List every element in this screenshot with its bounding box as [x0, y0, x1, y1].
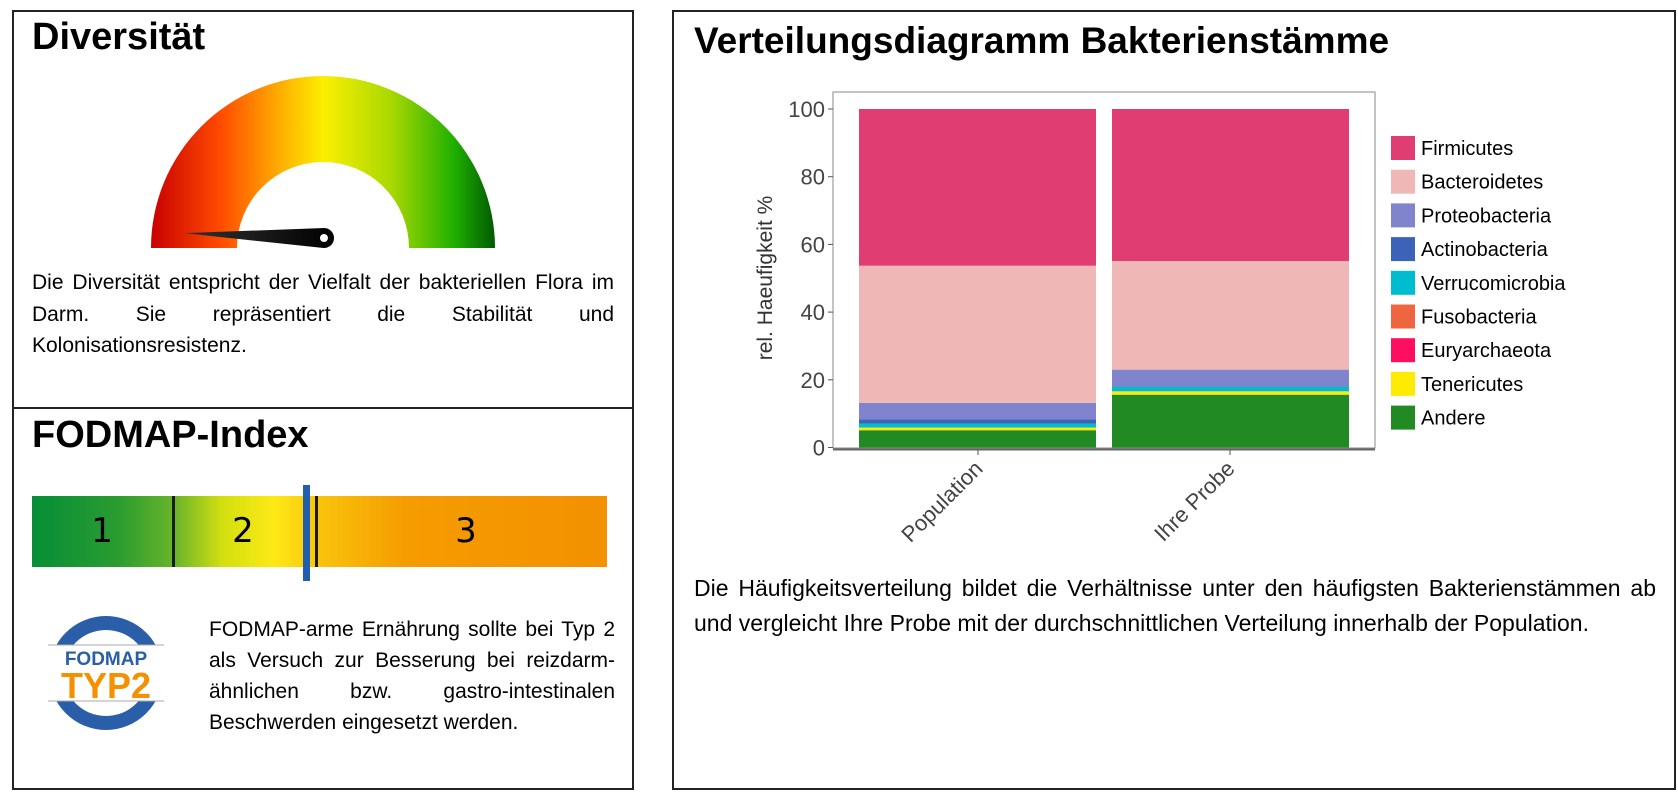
y-axis-label: rel. Haeufigkeit %: [754, 196, 777, 361]
bar-segment-actinobacteria: [859, 419, 1096, 424]
bar-segment-verrucomicrobia: [1112, 386, 1349, 392]
legend-swatch: [1391, 203, 1415, 228]
bar-segment-bacteroidetes: [859, 265, 1096, 403]
legend-swatch: [1391, 237, 1415, 262]
scale-divider: [172, 496, 175, 567]
right-panel: [672, 10, 1676, 790]
fodmap-description: FODMAP-arme Ernährung sollte bei Typ 2 a…: [209, 618, 615, 734]
scale-label-3: 3: [455, 511, 477, 551]
x-tick-label: Ihre Probe: [1149, 456, 1239, 546]
bar-segment-firmicutes: [1112, 109, 1349, 261]
legend-label: Actinobacteria: [1421, 239, 1549, 261]
legend-swatch: [1391, 270, 1415, 295]
diversity-title: Diversität: [32, 16, 206, 58]
panel-divider: [12, 407, 634, 409]
legend-label: Proteobacteria: [1421, 205, 1552, 227]
gauge-needle: [184, 228, 334, 248]
legend-swatch: [1391, 371, 1415, 396]
x-tick-label: Population: [896, 456, 987, 547]
distribution-title: Verteilungsdiagramm Bakterienstämme: [694, 20, 1390, 61]
bar-segment-actinobacteria: [1112, 386, 1349, 387]
legend-label: Bacteroidetes: [1421, 172, 1543, 194]
fodmap-scale-bar: 1 2 3: [32, 496, 607, 567]
y-tick-label: 0: [813, 436, 825, 461]
legend-swatch: [1391, 405, 1415, 430]
y-tick-label: 100: [788, 97, 825, 122]
legend-label: Firmicutes: [1421, 138, 1513, 160]
y-tick-label: 20: [801, 368, 825, 393]
legend-label: Verrucomicrobia: [1421, 273, 1566, 295]
bar-segment-proteobacteria: [1112, 369, 1349, 387]
legend-label: Tenericutes: [1421, 374, 1523, 396]
y-tick-label: 80: [801, 165, 825, 190]
bar-segment-verrucomicrobia: [859, 423, 1096, 428]
legend-swatch: [1391, 136, 1415, 160]
legend-label: Fusobacteria: [1421, 307, 1537, 329]
gauge-arc: [151, 76, 495, 248]
bar-segment-tenericutes: [1112, 391, 1349, 395]
legend-swatch: [1391, 338, 1415, 363]
distribution-description: Die Häufigkeitsverteilung bildet die Ver…: [694, 575, 1656, 636]
y-tick-label: 60: [801, 232, 825, 257]
bar-segment-andere: [1112, 394, 1349, 448]
bar-segment-firmicutes: [859, 109, 1096, 266]
bar-segment-bacteroidetes: [1112, 260, 1349, 370]
left-panel: [12, 10, 634, 790]
scale-label-2: 2: [232, 511, 254, 551]
bar-segment-proteobacteria: [859, 402, 1096, 420]
y-tick-label: 40: [801, 300, 825, 325]
scale-divider: [315, 496, 318, 567]
bar-segment-tenericutes: [859, 427, 1096, 431]
fodmap-title: FODMAP-Index: [32, 414, 309, 456]
scale-label-1: 1: [91, 511, 113, 551]
fodmap-marker: [303, 485, 310, 581]
legend-label: Andere: [1421, 408, 1486, 430]
diversity-description: Die Diversität entspricht der Vielfalt d…: [32, 271, 614, 357]
legend-swatch: [1391, 304, 1415, 329]
bar-segment-andere: [859, 430, 1096, 448]
legend-swatch: [1391, 169, 1415, 194]
legend-label: Euryarchaeota: [1421, 340, 1552, 362]
